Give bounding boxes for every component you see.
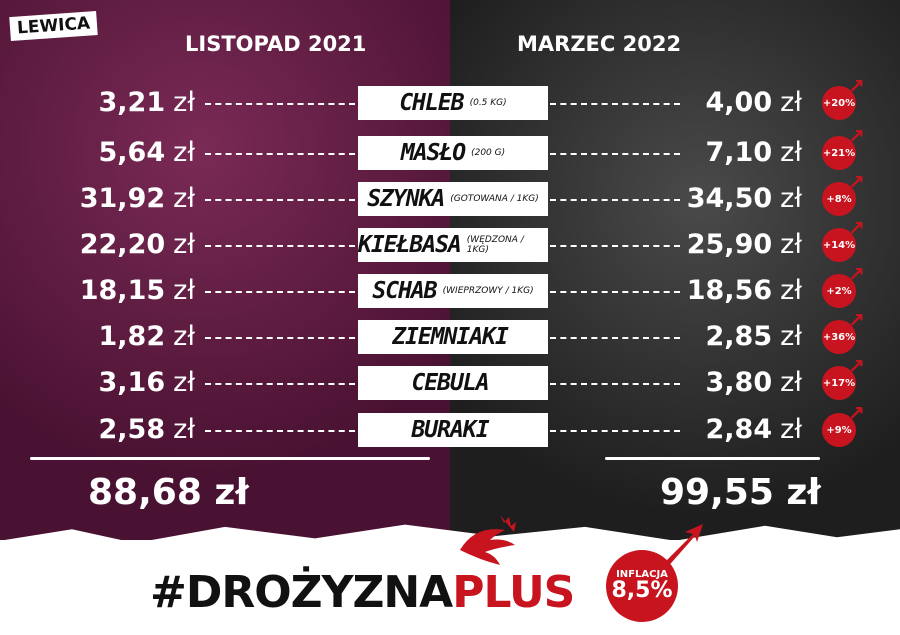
arrow-up-icon: ↗ (848, 74, 865, 98)
change-badge: +2% (822, 274, 856, 308)
dash-line (205, 337, 355, 339)
product-label: SCHAB (WIEPRZOWY / 1KG) (358, 274, 548, 308)
product-name: CEBULA (411, 370, 489, 396)
dash-line (205, 383, 355, 385)
price-row: 3,16 zł CEBULA 3,80 zł +17% ↗ (0, 354, 900, 400)
change-badge: +21% (822, 136, 856, 170)
product-name: KIEŁBASA (358, 232, 462, 258)
dash-line (550, 383, 680, 385)
arrow-up-icon: ↗ (848, 401, 865, 425)
total-divider-right (605, 457, 820, 460)
product-spec: (GOTOWANA / 1KG) (450, 194, 539, 204)
change-badge: +8% (822, 182, 856, 216)
dash-line (205, 103, 355, 105)
product-name: MASŁO (400, 140, 466, 166)
header-mar-2022: MARZEC 2022 (517, 32, 682, 56)
dash-line (205, 153, 355, 155)
price-mar-2022: 2,84 zł (705, 414, 802, 445)
total-mar-2022: 99,55 zł (660, 472, 821, 513)
dash-line (550, 199, 680, 201)
price-mar-2022: 34,50 zł (686, 183, 802, 214)
dash-line (550, 103, 680, 105)
product-spec: (WIEPRZOWY / 1KG) (442, 286, 534, 296)
dash-line (205, 245, 355, 247)
price-nov-2021: 1,82 zł (98, 321, 195, 352)
product-label: ZIEMNIAKI (358, 320, 548, 354)
arrow-up-icon: ↗ (848, 354, 865, 378)
dash-line (550, 291, 680, 293)
price-row: 22,20 zł KIEŁBASA (WĘDZONA / 1KG) 25,90 zł … (0, 216, 900, 262)
product-label: BURAKI (358, 413, 548, 447)
product-spec: (WĘDZONA / 1KG) (466, 235, 524, 255)
dash-line (205, 430, 355, 432)
price-nov-2021: 3,21 zł (98, 87, 195, 118)
inflation-value: 8,5% (611, 578, 673, 603)
inflation-badge: INFLACJA 8,5% (606, 550, 678, 622)
product-label: CHLEB (0.5 KG) (358, 86, 548, 120)
arrow-up-icon: ↗ (848, 216, 865, 240)
arrow-up-icon (660, 524, 703, 570)
price-row: 2,58 zł BURAKI 2,84 zł +9% ↗ (0, 401, 900, 447)
header-nov-2021: LISTOPAD 2021 (185, 32, 367, 56)
product-spec: (0.5 KG) (469, 98, 507, 108)
product-label: CEBULA (358, 366, 548, 400)
inflation-label: INFLACJA (616, 569, 668, 580)
price-mar-2022: 25,90 zł (686, 229, 802, 260)
bottom-banner (0, 524, 900, 635)
arrow-up-icon: ↗ (848, 308, 865, 332)
price-row: 31,92 zł SZYNKA (GOTOWANA / 1KG) 34,50 zł +… (0, 170, 900, 216)
change-badge: +36% (822, 320, 856, 354)
change-badge: +9% (822, 413, 856, 447)
arrow-up-icon: ↗ (848, 170, 865, 194)
change-badge: +20% (822, 86, 856, 120)
price-row: 3,21 zł CHLEB (0.5 KG) 4,00 zł +20% ↗ (0, 74, 900, 120)
eagle-icon (460, 515, 516, 565)
price-row: 18,15 zł SCHAB (WIEPRZOWY / 1KG) 18,56 zł +… (0, 262, 900, 308)
price-mar-2022: 3,80 zł (705, 367, 802, 398)
dash-line (205, 199, 355, 201)
price-nov-2021: 18,15 zł (79, 275, 195, 306)
arrow-up-icon: ↗ (848, 262, 865, 286)
product-name: CHLEB (399, 90, 464, 116)
price-nov-2021: 5,64 zł (98, 137, 195, 168)
hashtag: #DROŻYZNAPLUS (150, 567, 575, 618)
dash-line (550, 430, 680, 432)
total-nov-2021: 88,68 zł (88, 472, 249, 513)
price-nov-2021: 3,16 zł (98, 367, 195, 398)
dash-line (205, 291, 355, 293)
change-badge: +17% (822, 366, 856, 400)
dash-line (550, 245, 680, 247)
total-divider-left (30, 457, 430, 460)
price-row: 5,64 zł MASŁO (200 G) 7,10 zł +21% ↗ (0, 124, 900, 170)
product-name: SCHAB (372, 278, 437, 304)
price-nov-2021: 22,20 zł (79, 229, 195, 260)
price-mar-2022: 18,56 zł (686, 275, 802, 306)
product-name: SZYNKA (367, 186, 445, 212)
product-label: KIEŁBASA (WĘDZONA / 1KG) (358, 228, 548, 262)
product-spec: (200 G) (471, 148, 506, 158)
price-mar-2022: 7,10 zł (705, 137, 802, 168)
price-row: 1,82 zł ZIEMNIAKI 2,85 zł +36% ↗ (0, 308, 900, 354)
price-nov-2021: 31,92 zł (79, 183, 195, 214)
arrow-up-icon: ↗ (848, 124, 865, 148)
product-label: MASŁO (200 G) (358, 136, 548, 170)
product-label: SZYNKA (GOTOWANA / 1KG) (358, 182, 548, 216)
product-name: ZIEMNIAKI (392, 324, 509, 350)
price-mar-2022: 2,85 zł (705, 321, 802, 352)
price-nov-2021: 2,58 zł (98, 414, 195, 445)
product-name: BURAKI (411, 417, 489, 443)
price-mar-2022: 4,00 zł (705, 87, 802, 118)
dash-line (550, 337, 680, 339)
change-badge: +14% (822, 228, 856, 262)
dash-line (550, 153, 680, 155)
